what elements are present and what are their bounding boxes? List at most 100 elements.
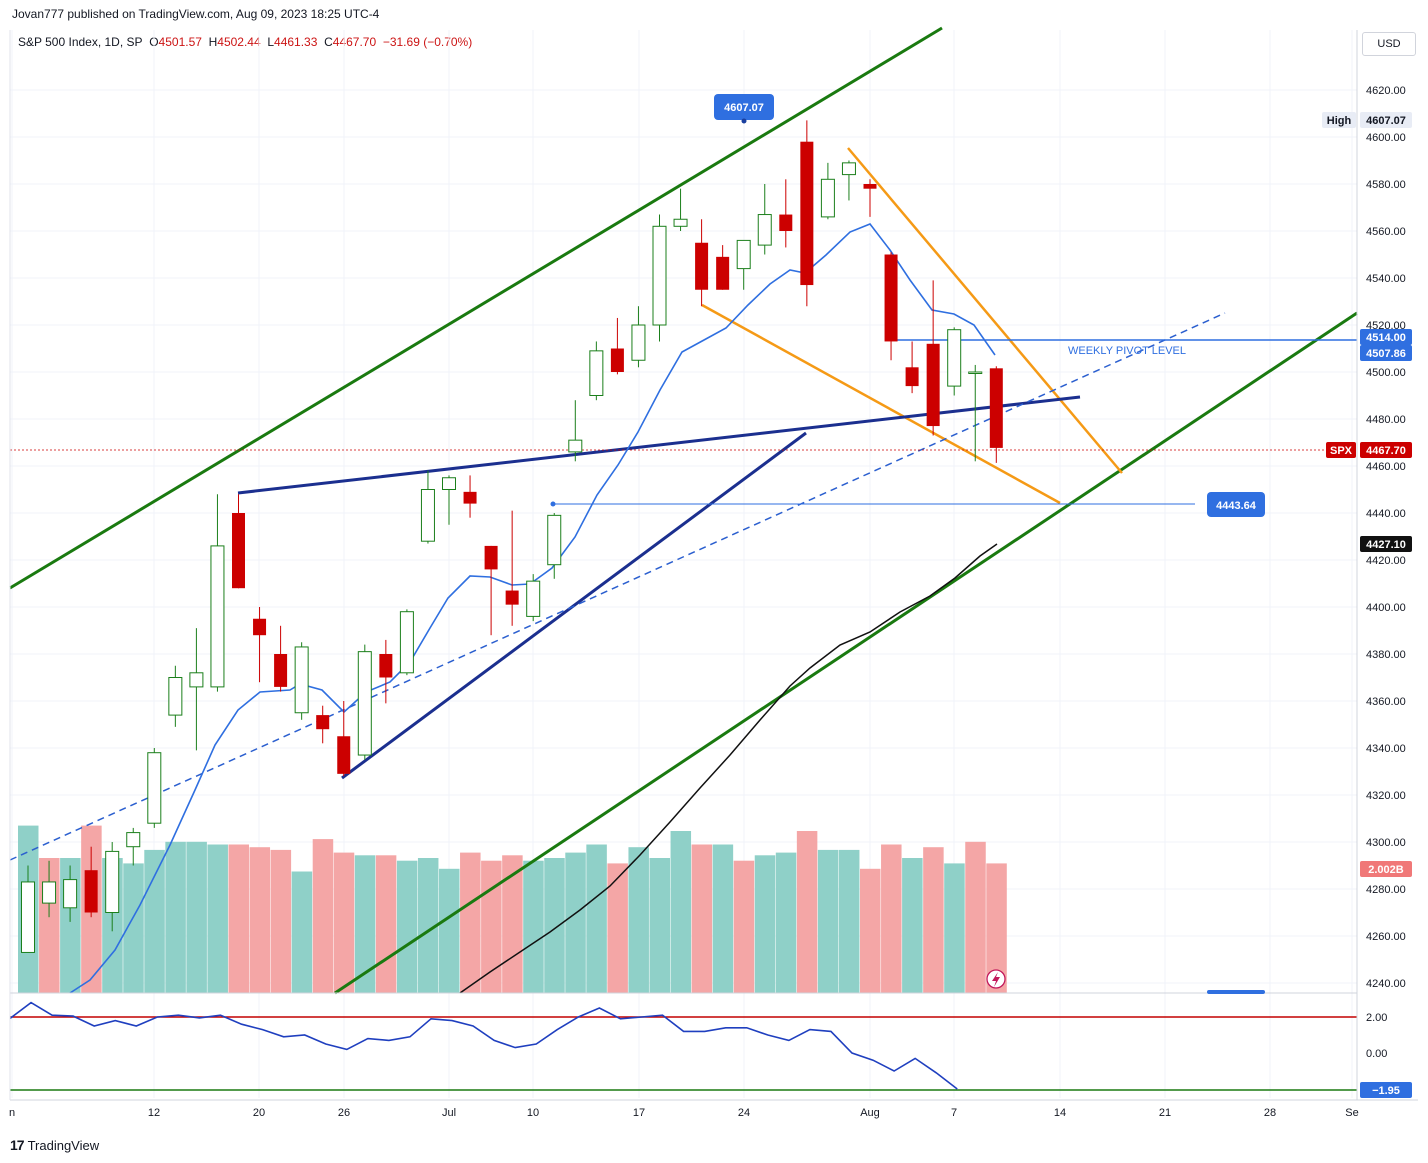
candle-body	[863, 184, 877, 189]
candle-body	[21, 881, 35, 953]
volume-bar	[902, 858, 923, 993]
pivot-tag-2-box	[1360, 345, 1412, 361]
pivot-tag-2: 4507.86	[1366, 348, 1406, 360]
oscillator-value-tag-box	[1360, 1082, 1412, 1098]
candle-body	[736, 239, 751, 270]
volume-bar	[691, 844, 713, 993]
candle-body	[631, 324, 646, 361]
price-tick-label: 4540.00	[1366, 273, 1406, 285]
date-tick-label: 7	[951, 1107, 957, 1119]
date-tick-label: 26	[338, 1107, 350, 1119]
volume-value-tag: 2.002B	[1368, 864, 1404, 876]
currency-button[interactable]: USD	[1362, 32, 1416, 56]
candle-body	[695, 242, 709, 290]
support-anchor-dot	[550, 501, 556, 507]
volume-bar	[881, 844, 902, 993]
oscillator-tick-label: 2.00	[1366, 1012, 1387, 1024]
candle-body	[463, 491, 477, 504]
candle-body	[42, 881, 57, 904]
wedge-upper-line	[847, 147, 1123, 474]
volume-bar	[249, 847, 271, 993]
high-value: 4502.44	[217, 35, 261, 49]
close-label: C	[324, 35, 333, 49]
volume-bar	[712, 844, 734, 993]
volume-bar	[207, 844, 228, 993]
volume-bar	[312, 839, 334, 993]
candle-body	[105, 850, 120, 914]
volume-bar	[333, 852, 355, 993]
volume-bar	[733, 860, 755, 993]
volume-bar	[775, 852, 797, 993]
offscreen-callout-stub	[1207, 990, 1265, 994]
volume-bar	[228, 844, 249, 993]
candle-body	[884, 254, 898, 342]
date-tick-label: 17	[633, 1107, 645, 1119]
peak-callout-box	[714, 94, 774, 120]
high-value-tag: 4607.07	[1366, 115, 1406, 127]
moving-average-black	[459, 543, 998, 994]
candle-body	[189, 672, 204, 688]
candle-body	[926, 343, 940, 427]
volume-bar	[965, 841, 986, 993]
volume-bar	[838, 849, 860, 993]
high-tag-box	[1322, 112, 1356, 128]
candle-body	[379, 654, 393, 678]
price-tick-label: 4260.00	[1366, 931, 1406, 943]
volume-bar	[165, 841, 186, 993]
high-value-tag-box	[1360, 112, 1412, 128]
ma-value-tag: 4427.10	[1366, 539, 1406, 551]
candle-body	[63, 879, 78, 909]
candle-body	[253, 618, 267, 636]
date-tick-label: 10	[527, 1107, 539, 1119]
drawing-layer: WEEKLY PIVOT LEVEL	[9, 26, 1358, 995]
volume-bar	[396, 860, 418, 993]
candle-body	[673, 218, 688, 227]
volume-bar	[628, 847, 649, 993]
symbol-name: S&P 500 Index, 1D, SP	[18, 35, 143, 49]
date-tick-label: Aug	[860, 1107, 880, 1119]
price-chart[interactable]: WEEKLY PIVOT LEVEL 2.00 0.00 4240.00 4260.…	[0, 0, 1428, 1130]
support-callout-box	[1207, 492, 1265, 517]
candle-body	[589, 350, 604, 397]
brand-name: TradingView	[27, 1137, 100, 1153]
candle-body	[526, 580, 541, 617]
candle-body	[210, 545, 225, 688]
last-price-tag-box	[1360, 442, 1412, 458]
pivot-annotation: WEEKLY PIVOT LEVEL	[1068, 345, 1186, 357]
spx-tag: SPX	[1330, 445, 1353, 457]
candle-body	[232, 513, 245, 589]
volume-bar	[754, 855, 776, 993]
candle-body	[357, 651, 372, 756]
candle-body	[610, 348, 624, 372]
low-label: L	[267, 35, 275, 49]
upper-channel-line	[9, 26, 943, 590]
candle-body	[168, 677, 183, 716]
volume-bar	[502, 855, 523, 993]
change-value: −31.69 (−0.70%)	[382, 35, 473, 49]
peak-callout-dot	[741, 118, 747, 124]
candle-body	[652, 225, 667, 326]
price-tick-label: 4620.00	[1366, 85, 1406, 97]
volume-bar	[417, 858, 439, 993]
date-tick-label: 21	[1159, 1107, 1171, 1119]
wedge-lower-line	[701, 303, 1061, 505]
date-tick-label: 20	[253, 1107, 265, 1119]
date-tick-label: Se	[1345, 1107, 1358, 1119]
publisher-info: Jovan777 published on TradingView.com, A…	[12, 7, 380, 21]
oscillator-line	[9, 1001, 958, 1090]
oscillator-pane: 2.00 0.00	[9, 1001, 1387, 1091]
volume-bar	[986, 863, 1007, 993]
volume-bar	[944, 863, 965, 993]
volume-bar	[649, 858, 670, 993]
oscillator-value-tag: −1.95	[1372, 1085, 1400, 1097]
price-tick-label: 4440.00	[1366, 508, 1406, 520]
resistance-trendline	[237, 395, 1081, 495]
price-tick-label: 4600.00	[1366, 132, 1406, 144]
volume-bar	[586, 844, 607, 993]
oscillator-tick-label: 0.00	[1366, 1048, 1387, 1060]
date-tick-label: 12	[148, 1107, 160, 1119]
price-tick-label: 4460.00	[1366, 461, 1406, 473]
volume-bar	[565, 852, 586, 993]
price-tick-label: 4400.00	[1366, 602, 1406, 614]
price-tick-label: 4420.00	[1366, 555, 1406, 567]
